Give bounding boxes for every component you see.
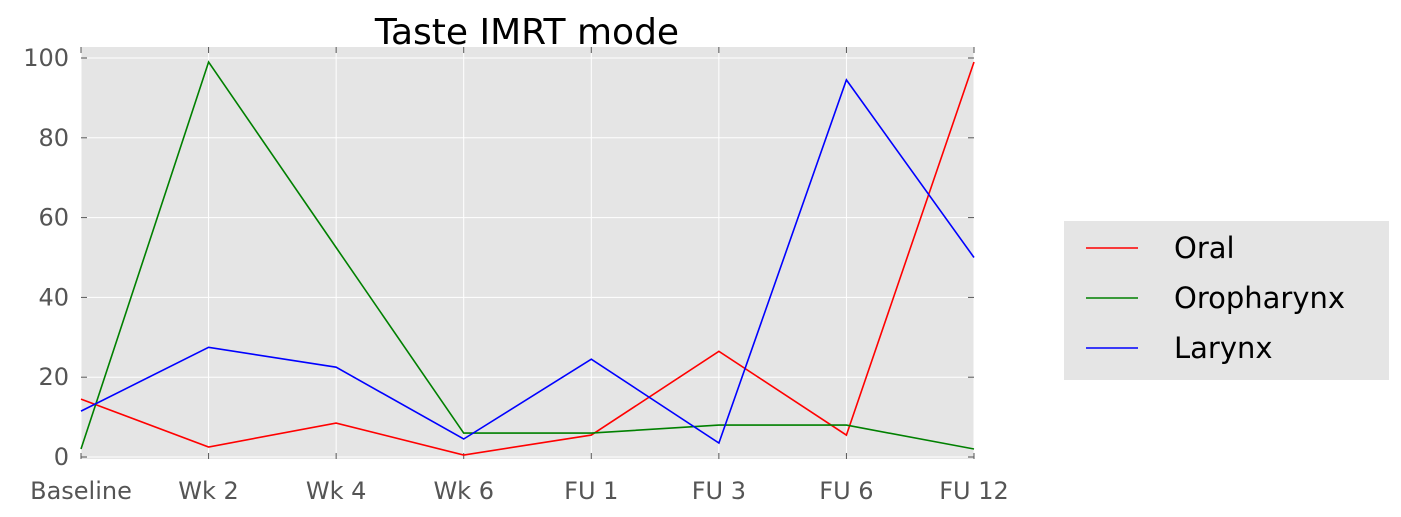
x-tick-label: Wk 6 (433, 477, 494, 505)
chart-title: Taste IMRT mode (374, 12, 679, 53)
legend-entries: Oral Oropharynx Larynx (1086, 231, 1345, 365)
series-lines (80, 60, 975, 456)
legend-label-oropharynx: Oropharynx (1174, 281, 1345, 315)
y-axis-tick-labels: 0 20 40 60 80 100 (23, 44, 69, 471)
y-tick-label: 40 (38, 283, 69, 311)
y-tick-label: 20 (38, 363, 69, 391)
series-line-oropharynx (80, 60, 975, 450)
series-line-larynx (80, 78, 975, 445)
x-tick-label: Wk 2 (178, 477, 239, 505)
x-tick-label: Baseline (30, 477, 132, 505)
x-tick-label: FU 1 (564, 477, 618, 505)
x-axis-tick-labels: Baseline Wk 2 Wk 4 Wk 6 FU 1 FU 3 FU 6 FU 12 (30, 477, 1009, 505)
y-tick-label: 100 (23, 44, 69, 72)
legend-label-oral: Oral (1174, 231, 1235, 265)
y-tick-label: 60 (38, 204, 69, 232)
plot-area (81, 47, 974, 459)
x-tick-label: FU 6 (819, 477, 873, 505)
y-tick-label: 80 (38, 124, 69, 152)
axis-ticks (80, 47, 975, 459)
legend-label-larynx: Larynx (1174, 331, 1273, 365)
legend: Oral Oropharynx Larynx (1064, 221, 1389, 380)
series-line-oral (80, 61, 975, 456)
x-tick-label: Wk 4 (306, 477, 367, 505)
x-tick-label: FU 3 (692, 477, 746, 505)
grid-lines (80, 47, 975, 459)
y-tick-label: 0 (54, 443, 69, 471)
x-tick-label: FU 12 (939, 477, 1009, 505)
